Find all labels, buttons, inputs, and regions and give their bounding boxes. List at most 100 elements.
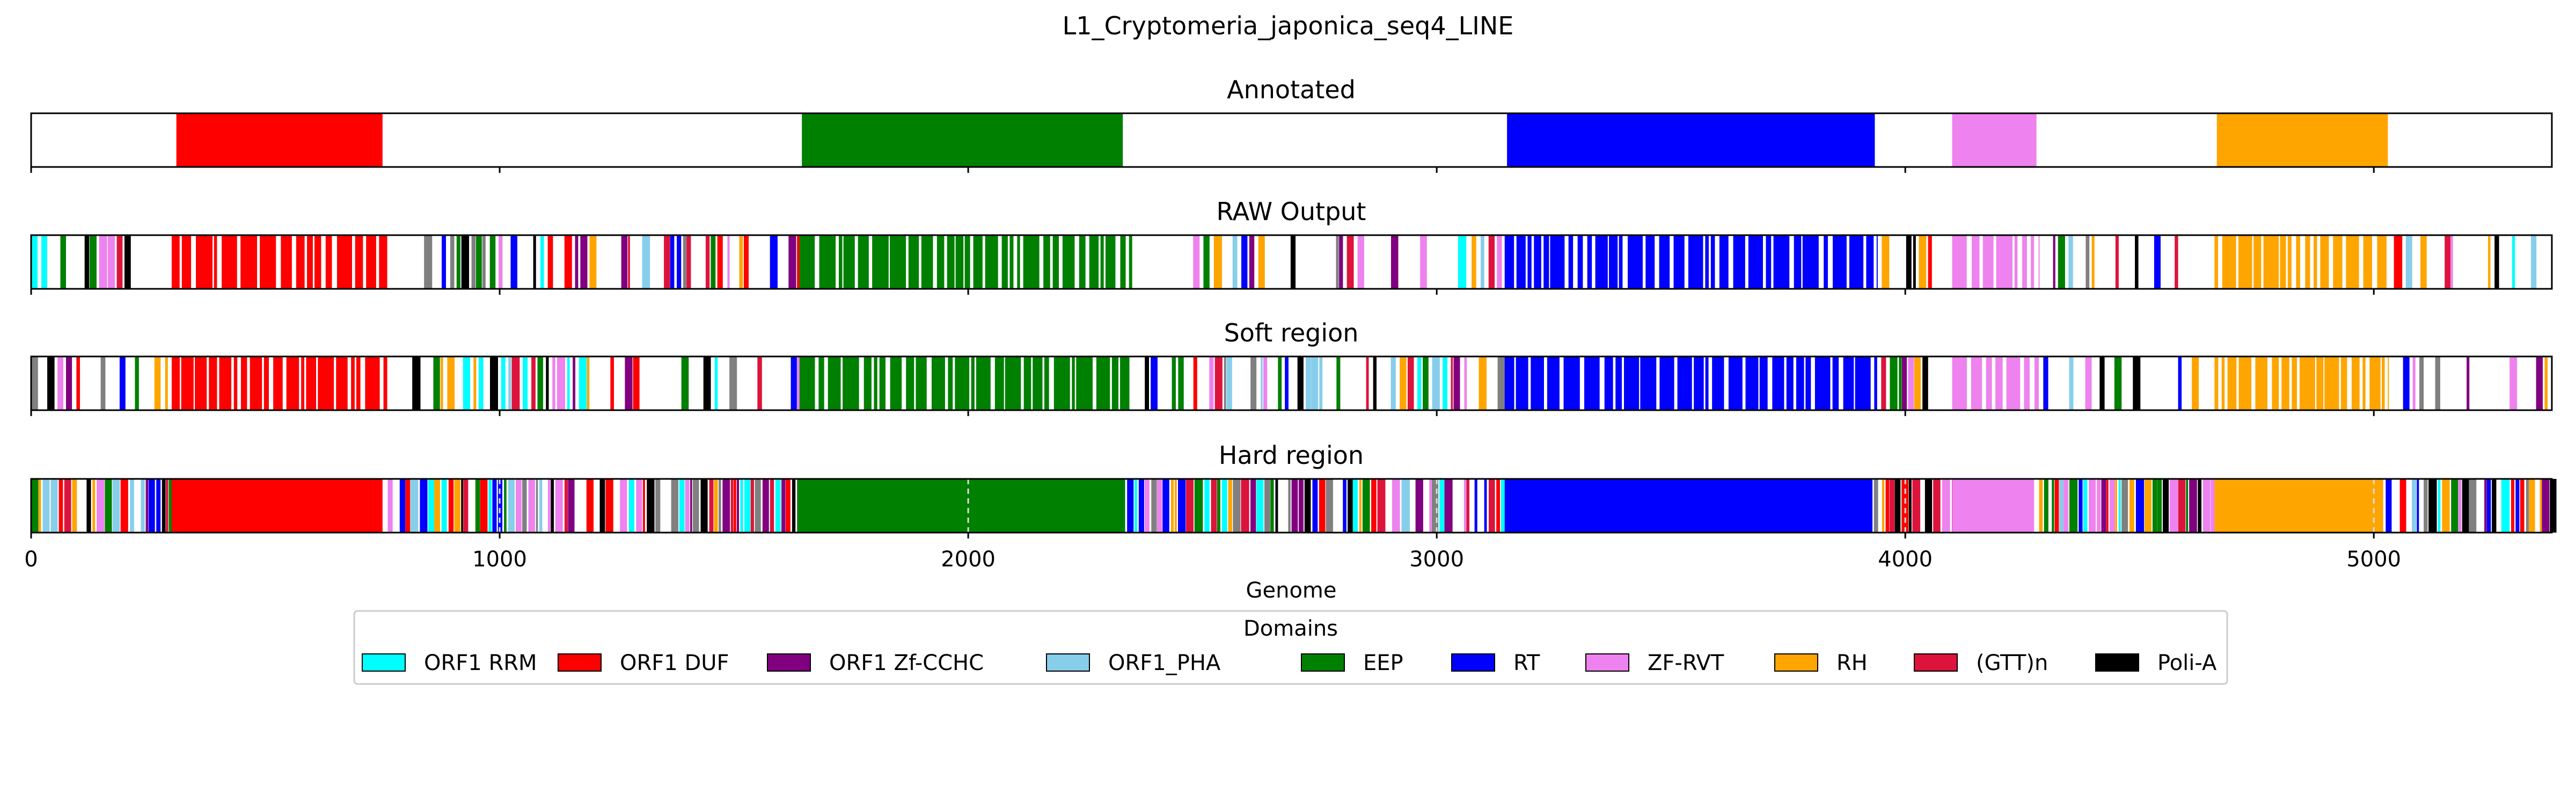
noise-stripe bbox=[1928, 235, 1932, 289]
domain-segment bbox=[931, 356, 945, 410]
domain-segment bbox=[314, 235, 321, 289]
domain-segment bbox=[1659, 356, 1674, 410]
noise-stripe bbox=[1241, 235, 1248, 289]
noise-stripe bbox=[38, 479, 41, 533]
noise-stripe bbox=[2053, 235, 2055, 289]
domain-segment bbox=[306, 356, 317, 410]
legend-swatch bbox=[1774, 653, 1818, 672]
domain-segment bbox=[2034, 356, 2039, 410]
domain-segment bbox=[1120, 356, 1130, 410]
noise-stripe bbox=[705, 235, 710, 289]
noise-stripe bbox=[1359, 479, 1362, 533]
domain-segment bbox=[1728, 356, 1743, 410]
noise-stripe bbox=[516, 479, 522, 533]
noise-stripe bbox=[1423, 356, 1429, 410]
noise-stripe bbox=[2202, 479, 2211, 533]
noise-stripe bbox=[2394, 235, 2403, 289]
noise-stripe bbox=[2511, 479, 2515, 533]
domain-segment bbox=[1802, 235, 1819, 289]
domain-segment bbox=[1712, 356, 1724, 410]
legend-swatch bbox=[2095, 653, 2139, 672]
noise-stripe bbox=[1157, 479, 1162, 533]
domain-segment bbox=[2238, 235, 2252, 289]
domain-segment bbox=[1615, 356, 1622, 410]
noise-stripe bbox=[2089, 479, 2096, 533]
noise-stripe bbox=[2536, 356, 2543, 410]
noise-stripe bbox=[165, 356, 168, 410]
domain-segment bbox=[2324, 356, 2339, 410]
noise-stripe bbox=[89, 235, 97, 289]
noise-stripe bbox=[42, 479, 50, 533]
domain-segment bbox=[2377, 235, 2387, 289]
noise-stripe bbox=[473, 356, 477, 410]
domain-segment bbox=[1719, 235, 1729, 289]
noise-stripe bbox=[739, 235, 743, 289]
domain-segment bbox=[1952, 113, 2037, 167]
domain-segment bbox=[1534, 235, 1541, 289]
noise-stripe bbox=[510, 235, 517, 289]
noise-stripe bbox=[1472, 235, 1476, 289]
noise-stripe bbox=[733, 479, 736, 533]
noise-stripe bbox=[2175, 235, 2178, 289]
legend-label: ORF1_PHA bbox=[1108, 651, 1221, 675]
noise-stripe bbox=[1882, 479, 1885, 533]
domain-segment bbox=[171, 479, 383, 533]
noise-stripe bbox=[1488, 479, 1495, 533]
noise-stripe bbox=[727, 235, 730, 289]
legend-swatch bbox=[1585, 653, 1629, 672]
domain-segment bbox=[1053, 356, 1070, 410]
noise-stripe bbox=[523, 356, 528, 410]
noise-stripe bbox=[2442, 479, 2450, 533]
noise-stripe bbox=[579, 356, 587, 410]
noise-stripe bbox=[2531, 235, 2537, 289]
noise-stripe bbox=[2157, 479, 2162, 533]
domain-segment bbox=[1849, 235, 1864, 289]
noise-stripe bbox=[1336, 235, 1339, 289]
domain-segment bbox=[1733, 235, 1745, 289]
noise-stripe bbox=[97, 479, 105, 533]
noise-stripe bbox=[1417, 356, 1422, 410]
noise-stripe bbox=[2154, 235, 2161, 289]
domain-segment bbox=[906, 356, 914, 410]
noise-stripe bbox=[1211, 479, 1217, 533]
noise-stripe bbox=[2540, 479, 2542, 533]
domain-segment bbox=[1111, 356, 1118, 410]
legend-swatch bbox=[1451, 653, 1495, 672]
noise-stripe bbox=[1291, 479, 1298, 533]
noise-stripe bbox=[555, 479, 563, 533]
domain-segment bbox=[1079, 235, 1086, 289]
domain-segment bbox=[1995, 356, 2003, 410]
noise-stripe bbox=[2192, 356, 2199, 410]
noise-stripe bbox=[450, 235, 455, 289]
noise-stripe bbox=[1312, 479, 1318, 533]
domain-segment bbox=[356, 356, 361, 410]
noise-stripe bbox=[1177, 479, 1186, 533]
noise-stripe bbox=[2399, 479, 2406, 533]
noise-stripe bbox=[700, 479, 708, 533]
domain-segment bbox=[1023, 235, 1040, 289]
noise-stripe bbox=[2178, 356, 2182, 410]
track-title: Annotated bbox=[1227, 75, 1356, 104]
noise-stripe bbox=[2526, 479, 2529, 533]
domain-segment bbox=[219, 356, 232, 410]
domain-segment bbox=[947, 235, 955, 289]
noise-stripe bbox=[100, 356, 106, 410]
domain-segment bbox=[301, 356, 305, 410]
noise-stripe bbox=[105, 479, 112, 533]
domain-segment bbox=[2031, 235, 2035, 289]
noise-stripe bbox=[1144, 479, 1150, 533]
domain-segment bbox=[976, 356, 991, 410]
noise-stripe bbox=[2106, 479, 2109, 533]
domain-segment bbox=[2346, 235, 2359, 289]
noise-stripe bbox=[788, 235, 796, 289]
noise-stripe bbox=[1479, 356, 1487, 410]
domain-segment bbox=[2255, 356, 2267, 410]
domain-segment bbox=[1824, 235, 1828, 289]
domain-segment bbox=[1710, 235, 1715, 289]
noise-stripe bbox=[2129, 479, 2134, 533]
domain-segment bbox=[1759, 356, 1768, 410]
domain-segment bbox=[799, 356, 815, 410]
noise-stripe bbox=[130, 479, 134, 533]
noise-stripe bbox=[2079, 479, 2083, 533]
